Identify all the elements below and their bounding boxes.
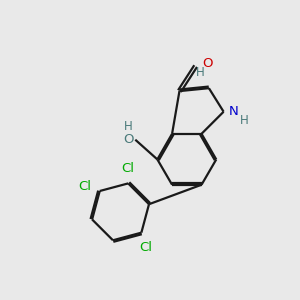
- Text: H: H: [196, 66, 204, 80]
- Text: H: H: [124, 120, 133, 133]
- Text: Cl: Cl: [122, 162, 135, 175]
- Text: Cl: Cl: [79, 180, 92, 193]
- Text: O: O: [202, 57, 213, 70]
- Text: Cl: Cl: [139, 241, 152, 254]
- Text: H: H: [240, 114, 249, 127]
- Text: N: N: [229, 105, 239, 118]
- Text: O: O: [123, 133, 134, 146]
